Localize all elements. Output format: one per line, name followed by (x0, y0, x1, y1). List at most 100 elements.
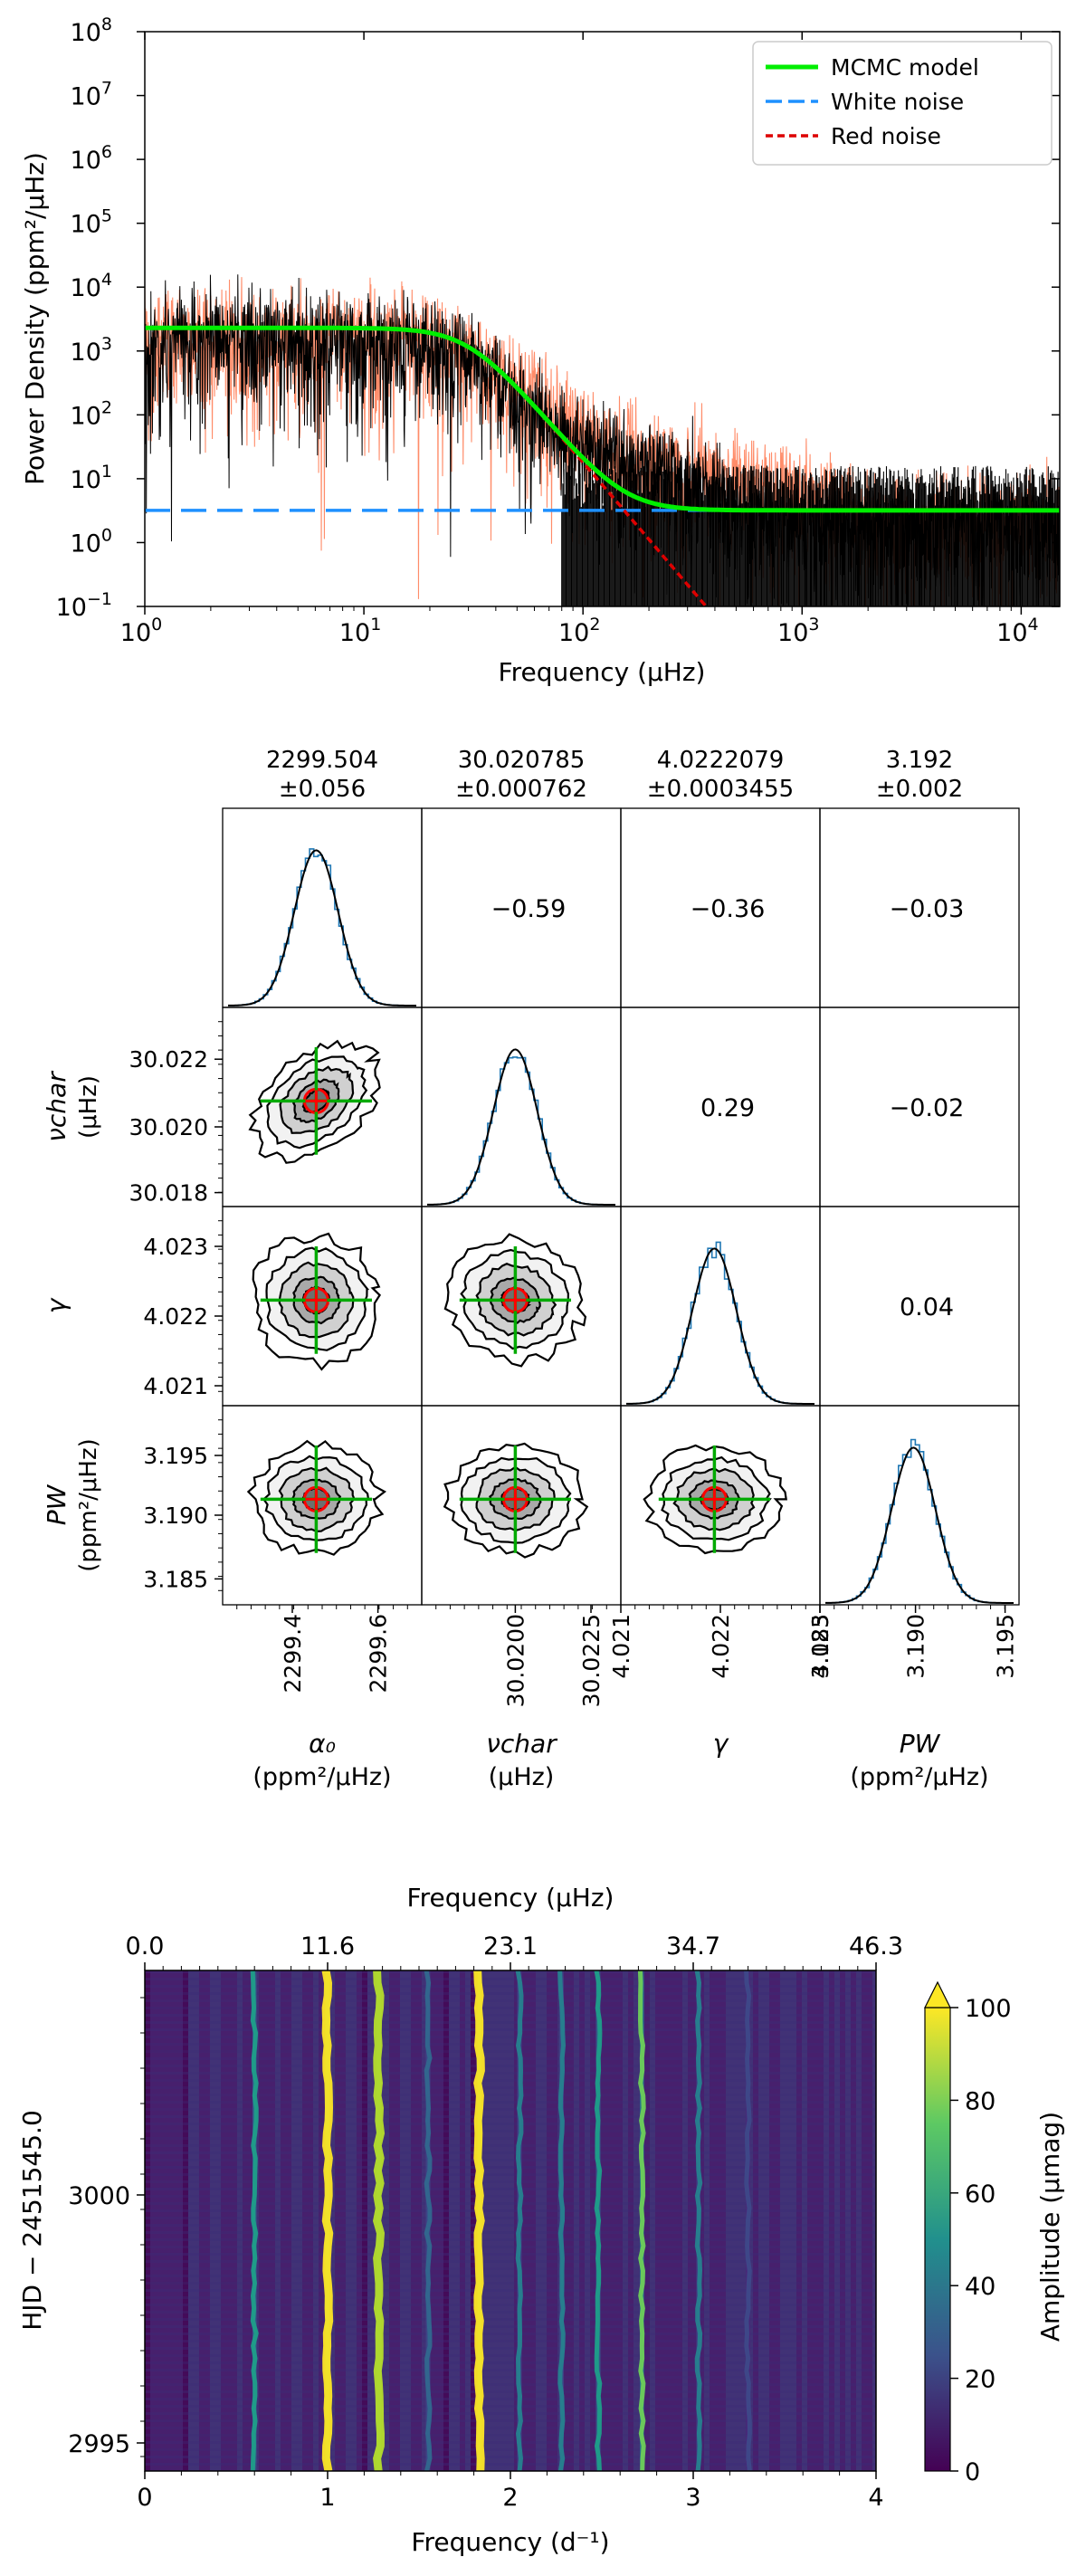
colorbar-tick-label: 80 (965, 2087, 996, 2115)
y-tick-label: 101 (71, 462, 112, 494)
heatmap-background-streak (308, 1970, 313, 2471)
heatmap-background-streak (661, 1970, 666, 2471)
heatmap-background-streak (351, 1970, 357, 2471)
psd-model-lines (145, 325, 1060, 606)
colorbar-tick-label: 60 (965, 2180, 996, 2209)
heatmap-background-streak (177, 1970, 183, 2471)
heatmap-background-streak (796, 1970, 802, 2471)
y-tick-label: 107 (71, 79, 112, 111)
corner-title-value: 30.020785 (458, 747, 586, 774)
heatmap-row-texture (145, 2376, 876, 2379)
heatmap-row-texture (145, 2369, 876, 2371)
legend-label: MCMC model (831, 54, 979, 81)
hm-y-tick-label: 2995 (68, 2430, 130, 2458)
legend-label: Red noise (831, 123, 941, 149)
x-tick-label: 100 (120, 615, 162, 647)
heatmap-row-texture (145, 1992, 876, 1995)
heatmap-row-texture (145, 2086, 876, 2089)
heatmap-background-streak (775, 1970, 780, 2471)
heatmap-background-streak (579, 1970, 585, 2471)
heatmap-background-streak (764, 1970, 769, 2471)
diagonal-histogram (827, 1438, 1012, 1604)
heatmap-row-texture (145, 2361, 876, 2364)
correlation-value: −0.03 (890, 895, 965, 923)
heatmap-row-texture (145, 2007, 876, 2009)
heatmap-background-streak (720, 1970, 726, 2471)
heatmap-row-texture (145, 2340, 876, 2342)
heatmap-background-streak (275, 1970, 281, 2471)
corner-x-axis-symbol: PW (900, 1729, 941, 1759)
corner-y-axis-symbol: PW (42, 1484, 71, 1525)
corner-y-tick-label: 30.022 (129, 1046, 208, 1073)
corner-cell-frame (819, 1405, 1020, 1606)
diagonal-gaussian-fit (228, 849, 416, 1007)
heatmap-row-texture (145, 2021, 876, 2024)
correlation-value: −0.02 (890, 1094, 965, 1122)
heatmap-background-streak (617, 1970, 623, 2471)
y-tick-label: 100 (71, 525, 112, 558)
heatmap-background-streak (731, 1970, 737, 2471)
heatmap-row-texture (145, 2195, 876, 2198)
psd-x-axis-label: Frequency (μHz) (499, 657, 706, 687)
heatmap-background-streak (650, 1970, 655, 2471)
heatmap-row-texture (145, 2282, 876, 2285)
heatmap-background-streak (530, 1970, 536, 2471)
heatmap-row-texture (145, 2463, 876, 2466)
psd-plot-frame (144, 31, 1061, 607)
x-tick-label: 101 (339, 615, 381, 647)
diagonal-histogram (230, 848, 414, 1007)
hm-x2-tick-label: 23.1 (483, 1932, 538, 1961)
colorbar-label: Amplitude (μmag) (1035, 2112, 1065, 2342)
y-tick-label: 102 (71, 397, 112, 430)
heatmap-x-ticks: 0 1 2 3 4 (137, 2471, 884, 2512)
heatmap-background-streak (205, 1970, 210, 2471)
y-tick-label: 10−1 (56, 589, 112, 622)
heatmap-background-streak (172, 1970, 177, 2471)
corner-x-axis-symbol: νchar (486, 1729, 557, 1759)
heatmap-row-texture (145, 2246, 876, 2248)
heatmap-background-streak (628, 1970, 634, 2471)
ridge-core (515, 1970, 524, 2471)
corner-x-tick-label: 30.0200 (502, 1614, 529, 1707)
heatmap-background-streak (867, 1970, 872, 2471)
corner-x-axis-symbol: α₀ (309, 1729, 336, 1759)
heatmap-row-texture (145, 2456, 876, 2458)
heatmap-background-streak (183, 1970, 188, 2471)
x-tick-label: 103 (777, 615, 819, 647)
heatmap-background-streak (834, 1970, 840, 2471)
heatmap-background-streak (677, 1970, 682, 2471)
heatmap-row-texture (145, 2267, 876, 2270)
heatmap-background-streak (286, 1970, 291, 2471)
heatmap-background-streak (395, 1970, 400, 2471)
heatmap-row-texture (145, 2347, 876, 2350)
heatmap-background-streak (666, 1970, 672, 2471)
corner-x-tick-label: 3.195 (993, 1614, 1019, 1679)
heatmap-background-streak (818, 1970, 824, 2471)
heatmap-background-streak (568, 1970, 574, 2471)
corner-x-axis-unit: (ppm²/μHz) (252, 1763, 391, 1791)
heatmap-background-streak (167, 1970, 172, 2471)
heatmap-row-texture (145, 2101, 876, 2104)
heatmap-row-texture (145, 2419, 876, 2422)
heatmap-row-texture (145, 1970, 876, 1973)
hm-x2-tick-label: 0.0 (126, 1932, 165, 1961)
heatmap-background-streak (715, 1970, 720, 2471)
colorbar-tick-label: 100 (965, 1995, 1012, 2023)
heatmap-row-texture (145, 2289, 876, 2292)
heatmap-row-texture (145, 2412, 876, 2415)
heatmap-row-texture (145, 2311, 876, 2314)
heatmap-background-streak (362, 1970, 367, 2471)
heatmap-row-texture (145, 2238, 876, 2241)
heatmap-row-texture (145, 2072, 876, 2075)
ridge-core (473, 1970, 485, 2471)
corner-cell-frame (620, 1206, 821, 1407)
heatmap-background-streak (851, 1970, 856, 2471)
heatmap-row-texture (145, 2043, 876, 2046)
ridge-core (424, 1970, 433, 2471)
heatmap-row-texture (145, 2441, 876, 2444)
psd-legend: MCMC model White noise Red noise (752, 41, 1053, 166)
heatmap-row-texture (145, 2260, 876, 2263)
diagonal-gaussian-fit (626, 1247, 814, 1405)
ridge-core (637, 1970, 646, 2471)
